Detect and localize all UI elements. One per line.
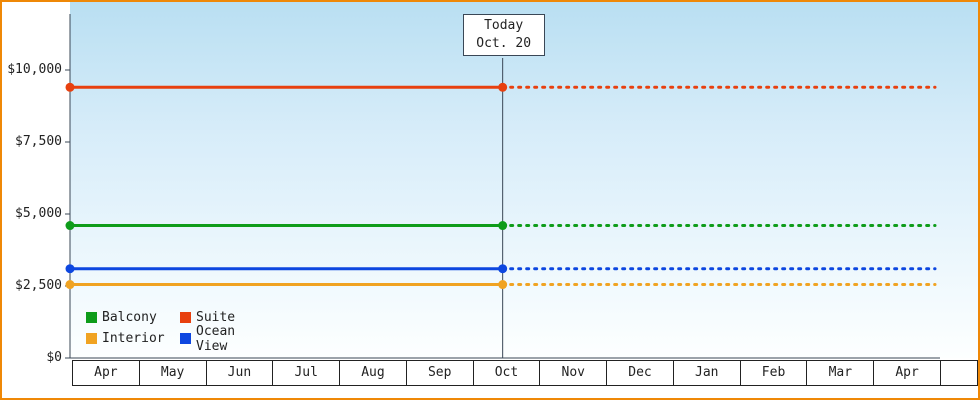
legend-swatch-icon bbox=[180, 333, 191, 344]
y-axis-tick-label: $2,500 bbox=[15, 278, 62, 293]
y-axis-tick-label: $5,000 bbox=[15, 206, 62, 221]
legend-label: Ocean View bbox=[196, 323, 236, 354]
month-cell: Mar bbox=[806, 360, 874, 386]
month-cell: May bbox=[138, 360, 206, 386]
legend-item: Ocean View bbox=[180, 324, 274, 354]
month-cell: Nov bbox=[539, 360, 607, 386]
month-cell: Jun bbox=[205, 360, 273, 386]
month-row-filler bbox=[939, 360, 978, 386]
legend-swatch-icon bbox=[180, 312, 191, 323]
legend-row: Balcony Suite bbox=[86, 307, 274, 328]
series-start-marker bbox=[65, 264, 75, 274]
series-today-marker bbox=[498, 221, 508, 231]
month-cell: Sep bbox=[405, 360, 473, 386]
legend-swatch-icon bbox=[86, 333, 97, 344]
series-today-marker bbox=[498, 82, 508, 92]
legend-label: Suite bbox=[196, 310, 236, 325]
y-axis-tick-label: $0 bbox=[46, 350, 62, 365]
month-cell: Oct bbox=[472, 360, 540, 386]
month-cell: Jan bbox=[672, 360, 740, 386]
legend-row: Interior Ocean View bbox=[86, 324, 274, 354]
today-annotation-line2: Oct. 20 bbox=[476, 36, 532, 51]
series-start-marker bbox=[65, 221, 75, 231]
legend-item: Interior bbox=[86, 331, 180, 346]
series-today-marker bbox=[498, 280, 508, 290]
month-cell: Dec bbox=[606, 360, 673, 386]
month-cell: Aug bbox=[339, 360, 406, 386]
series-start-marker bbox=[65, 82, 75, 92]
month-cell: Apr bbox=[873, 360, 940, 386]
legend: Balcony Suite Interior Ocean View bbox=[86, 307, 274, 354]
month-cell: Jul bbox=[272, 360, 340, 386]
today-annotation-line1: Today bbox=[484, 18, 524, 33]
month-cell: Apr bbox=[72, 360, 139, 386]
series-today-marker bbox=[498, 264, 508, 274]
today-annotation: Today Oct. 20 bbox=[462, 14, 545, 56]
x-axis-month-row: Apr May Jun Jul Aug Sep Oct Nov Dec Jan Feb Mar Apr bbox=[72, 360, 978, 386]
legend-item: Balcony bbox=[86, 310, 180, 325]
month-cell: Feb bbox=[739, 360, 807, 386]
legend-label: Balcony bbox=[102, 310, 157, 325]
series-start-marker bbox=[65, 280, 75, 290]
legend-swatch-icon bbox=[86, 312, 97, 323]
plot-background bbox=[70, 2, 978, 358]
y-axis-tick-label: $7,500 bbox=[15, 134, 62, 149]
y-axis-tick-label: $10,000 bbox=[7, 62, 62, 77]
legend-label: Interior bbox=[102, 331, 165, 346]
legend-item: Suite bbox=[180, 310, 274, 325]
